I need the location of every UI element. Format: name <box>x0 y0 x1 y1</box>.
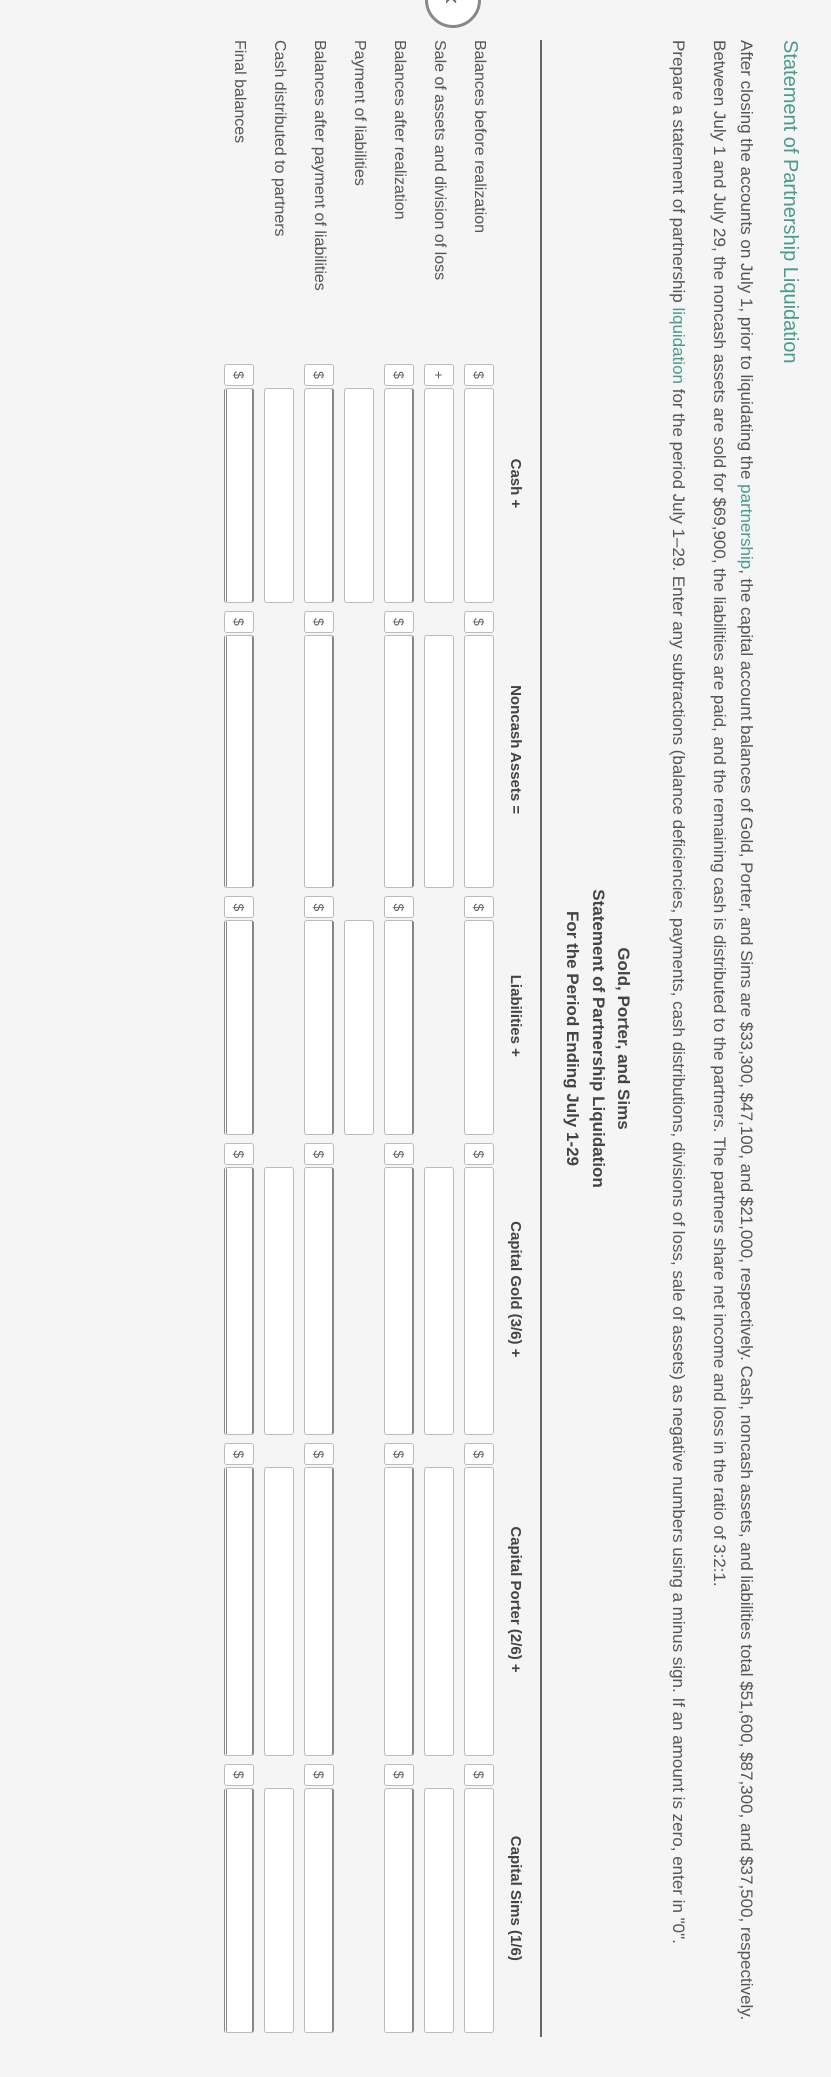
amount-input[interactable] <box>424 1788 454 2033</box>
currency-sign: $ <box>224 611 254 633</box>
currency-sign: $ <box>224 896 254 918</box>
row-label: Balances after realization <box>379 40 419 360</box>
col-noncash: Noncash Assets = <box>499 607 532 893</box>
table-title-block: Gold, Porter, and Sims Statement of Part… <box>560 40 637 2037</box>
currency-sign: $ <box>384 1443 414 1465</box>
currency-sign: $ <box>304 1143 334 1165</box>
row-label: Final balances <box>219 40 259 360</box>
amount-input[interactable] <box>344 388 374 603</box>
amount-input[interactable] <box>304 920 334 1135</box>
intro-text-1a: After closing the accounts on July 1, pr… <box>737 40 756 484</box>
currency-sign: $ <box>224 1143 254 1165</box>
amount-input[interactable] <box>264 1167 294 1435</box>
amount-input[interactable] <box>424 1467 454 1755</box>
col-sims: Capital Sims (1/6) <box>499 1760 532 2037</box>
currency-sign: $ <box>384 1764 414 1786</box>
amount-input[interactable] <box>264 1788 294 2033</box>
amount-input[interactable] <box>464 1167 494 1435</box>
table-title-line1: Gold, Porter, and Sims <box>611 40 637 2037</box>
amount-input[interactable] <box>224 1167 254 1435</box>
amount-input[interactable] <box>224 1788 254 2033</box>
table-row: Sale of assets and division of loss + <box>419 40 459 2037</box>
col-gold: Capital Gold (3/6) + <box>499 1139 532 1439</box>
currency-sign: $ <box>464 1143 494 1165</box>
table-row: Balances after realization $ $ $ $ $ $ <box>379 40 419 2037</box>
row-label: Cash distributed to partners <box>259 40 299 360</box>
table-row: Balances after payment of liabilities $ $ $… <box>299 40 339 2037</box>
amount-input[interactable] <box>424 635 454 889</box>
currency-sign: $ <box>464 611 494 633</box>
amount-input[interactable] <box>464 1467 494 1755</box>
amount-input[interactable] <box>384 388 414 603</box>
amount-input[interactable] <box>304 1167 334 1435</box>
col-porter: Capital Porter (2/6) + <box>499 1439 532 1759</box>
table-title-line2: Statement of Partnership Liquidation <box>585 40 611 2037</box>
amount-input[interactable] <box>464 635 494 889</box>
currency-sign: $ <box>224 364 254 386</box>
amount-input[interactable] <box>224 920 254 1135</box>
amount-input[interactable] <box>464 1788 494 2033</box>
amount-input[interactable] <box>304 635 334 889</box>
col-liabilities: Liabilities + <box>499 892 532 1139</box>
amount-input[interactable] <box>264 1467 294 1755</box>
table-row: Balances before realization $ $ $ $ $ $ <box>459 40 499 2037</box>
currency-sign: $ <box>464 1443 494 1465</box>
row-label: Balances after payment of liabilities <box>299 40 339 360</box>
amount-input[interactable] <box>344 920 374 1135</box>
currency-sign: $ <box>464 364 494 386</box>
amount-input[interactable] <box>464 388 494 603</box>
amount-input[interactable] <box>384 1167 414 1435</box>
amount-input[interactable] <box>384 1467 414 1755</box>
table-row: Payment of liabilities <box>339 40 379 2037</box>
row-label: Sale of assets and division of loss <box>419 40 459 360</box>
currency-sign: $ <box>304 896 334 918</box>
row-label: Balances before realization <box>459 40 499 360</box>
currency-sign: $ <box>224 1764 254 1786</box>
partnership-link[interactable]: partnership <box>737 484 756 569</box>
row-label: Payment of liabilities <box>339 40 379 360</box>
currency-sign: $ <box>304 611 334 633</box>
col-cash: Cash + <box>499 360 532 607</box>
liquidation-link[interactable]: liquidation <box>669 307 688 384</box>
intro-paragraph-2: Prepare a statement of partnership liqui… <box>664 40 691 2037</box>
amount-input[interactable] <box>224 388 254 603</box>
amount-input[interactable] <box>464 920 494 1135</box>
table-title-line3: For the Period Ending July 1-29 <box>560 40 586 2037</box>
prev-chevron-icon[interactable]: ‹ <box>425 0 481 28</box>
intro-text-2a: Prepare a statement of partnership <box>669 40 688 307</box>
amount-input[interactable] <box>264 388 294 603</box>
amount-input[interactable] <box>304 1467 334 1755</box>
currency-sign: $ <box>384 896 414 918</box>
amount-input[interactable] <box>304 388 334 603</box>
amount-input[interactable] <box>224 635 254 889</box>
liquidation-table: Cash + Noncash Assets = Liabilities + Ca… <box>219 40 542 2037</box>
currency-sign: $ <box>224 1443 254 1465</box>
intro-text-2b: for the period July 1–29. Enter any subt… <box>669 384 688 1944</box>
currency-sign: $ <box>304 364 334 386</box>
currency-sign: + <box>424 364 454 386</box>
amount-input[interactable] <box>384 1788 414 2033</box>
page-title: Statement of Partnership Liquidation <box>778 40 801 2037</box>
amount-input[interactable] <box>304 1788 334 2033</box>
amount-input[interactable] <box>424 388 454 603</box>
intro-paragraph-1: After closing the accounts on July 1, pr… <box>706 40 760 2037</box>
currency-sign: $ <box>384 611 414 633</box>
currency-sign: $ <box>304 1443 334 1465</box>
table-row: Cash distributed to partners <box>259 40 299 2037</box>
table-row: Final balances $ $ $ $ $ $ <box>219 40 259 2037</box>
amount-input[interactable] <box>424 1167 454 1435</box>
currency-sign: $ <box>464 896 494 918</box>
amount-input[interactable] <box>384 920 414 1135</box>
currency-sign: $ <box>464 1764 494 1786</box>
currency-sign: $ <box>384 364 414 386</box>
currency-sign: $ <box>384 1143 414 1165</box>
amount-input[interactable] <box>384 635 414 889</box>
currency-sign: $ <box>304 1764 334 1786</box>
amount-input[interactable] <box>224 1467 254 1755</box>
